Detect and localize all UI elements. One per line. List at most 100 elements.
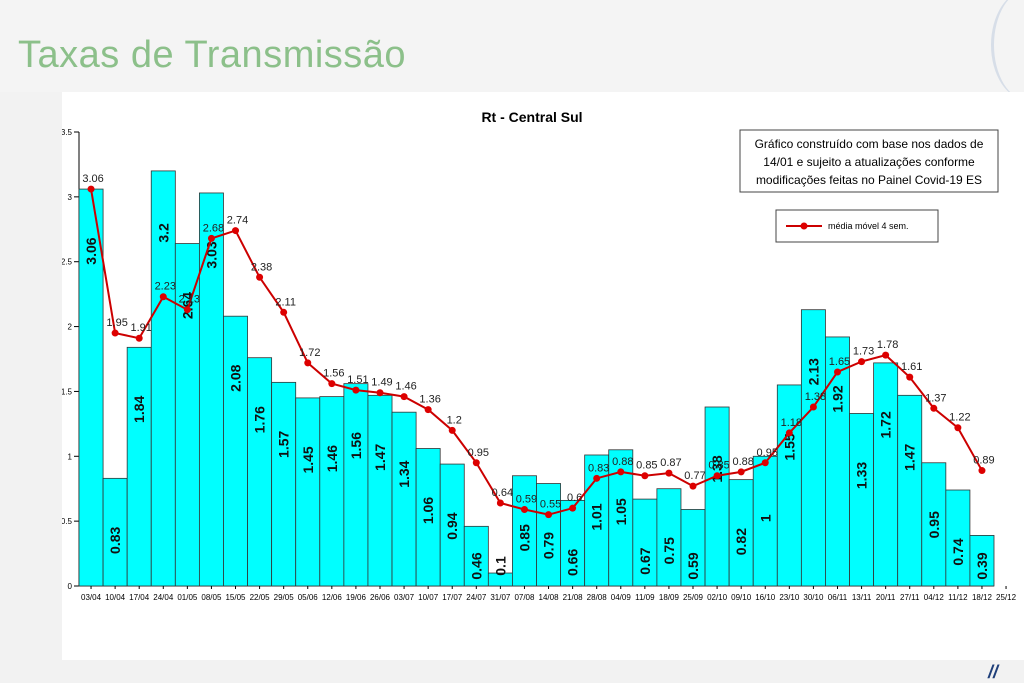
moving-average-label: 2.74 <box>227 215 248 227</box>
x-tick-label: 25/09 <box>683 593 704 602</box>
bar-value-label: 3.2 <box>155 223 171 243</box>
bar <box>271 381 297 587</box>
x-tick-label: 18/09 <box>659 593 680 602</box>
bar <box>776 384 802 587</box>
bar <box>873 362 899 587</box>
moving-average-point <box>207 234 215 242</box>
moving-average-label: 1.51 <box>347 374 368 386</box>
moving-average-point <box>472 459 480 467</box>
bar-value-label: 0.94 <box>444 512 460 539</box>
bar-value-label: 0.46 <box>468 552 484 579</box>
x-tick-label: 27/11 <box>900 593 920 602</box>
moving-average-label: 1.49 <box>371 377 392 389</box>
moving-average-point <box>761 459 769 467</box>
bar-value-label: 1.33 <box>854 462 870 489</box>
x-tick-label: 21/08 <box>563 593 584 602</box>
x-tick-label: 03/07 <box>394 593 415 602</box>
moving-average-point <box>617 468 625 476</box>
x-tick-label: 17/07 <box>442 593 463 602</box>
y-tick-label: 2.5 <box>62 258 73 267</box>
bar <box>78 188 104 587</box>
bar <box>704 406 730 587</box>
moving-average-label: 0.88 <box>612 456 633 468</box>
bar-value-label: 1.57 <box>276 431 292 458</box>
x-tick-label: 24/07 <box>466 593 487 602</box>
moving-average-label: 1.36 <box>419 394 440 406</box>
x-tick-label: 25/12 <box>996 593 1017 602</box>
moving-average-label: 2.38 <box>251 261 272 273</box>
slide-footer-band <box>0 660 1024 683</box>
bar-value-label: 1.55 <box>781 433 797 460</box>
note-line-2: 14/01 e sujeito a atualizações conforme <box>763 155 975 169</box>
moving-average-label: 2.13 <box>179 294 200 306</box>
moving-average-point <box>183 306 191 314</box>
moving-average-point <box>906 373 914 381</box>
moving-average-point <box>111 329 119 337</box>
bar-value-label: 0.74 <box>950 538 966 565</box>
bar <box>632 498 658 587</box>
bar <box>560 499 586 587</box>
bar-value-label: 0.95 <box>926 511 942 538</box>
y-tick-label: 3.5 <box>62 128 73 137</box>
bar <box>656 488 682 587</box>
moving-average-label: 3.06 <box>82 173 103 185</box>
bar <box>126 346 152 587</box>
x-tick-label: 18/12 <box>972 593 993 602</box>
moving-average-label: 1.46 <box>395 381 416 393</box>
bar <box>680 509 706 587</box>
moving-average-point <box>304 359 312 367</box>
bar-value-label: 1.92 <box>829 385 845 412</box>
moving-average-label: 0.59 <box>516 493 537 505</box>
bar-value-label: 1.45 <box>300 446 316 473</box>
moving-average-point <box>737 468 745 476</box>
bar-value-label: 1.72 <box>878 411 894 438</box>
bar-value-label: 0.82 <box>733 528 749 555</box>
moving-average-label: 0.88 <box>732 456 753 468</box>
bar <box>969 535 995 587</box>
moving-average-label: 1.38 <box>805 391 826 403</box>
bar <box>849 413 875 587</box>
bar-value-label: 0.39 <box>974 552 990 579</box>
x-tick-label: 24/04 <box>153 593 174 602</box>
moving-average-label: 0.77 <box>684 470 705 482</box>
note-box: Gráfico construído com base nos dados de… <box>739 129 999 193</box>
bar-value-label: 0.75 <box>661 537 677 564</box>
bar <box>367 394 393 587</box>
bar-value-label: 0.1 <box>492 556 508 576</box>
moving-average-label: 1.91 <box>130 322 151 334</box>
moving-average-point <box>135 334 143 342</box>
bar <box>150 170 176 587</box>
moving-average-label: 2.23 <box>155 281 176 293</box>
x-tick-label: 12/06 <box>322 593 343 602</box>
moving-average-label: 1.65 <box>829 356 850 368</box>
moving-average-point <box>713 472 721 480</box>
y-tick-label: 0 <box>68 582 73 591</box>
moving-average-point <box>496 499 504 507</box>
moving-average-label: 1.78 <box>877 339 898 351</box>
x-tick-label: 31/07 <box>490 593 511 602</box>
bar <box>102 477 128 587</box>
moving-average-point <box>833 368 841 376</box>
moving-average-point <box>424 406 432 414</box>
moving-average-label: 0.64 <box>492 487 513 499</box>
legend-frame <box>775 209 939 243</box>
moving-average-line <box>90 188 983 516</box>
moving-average-point <box>809 403 817 411</box>
bar-value-label: 0.83 <box>107 527 123 554</box>
y-tick-label: 0.5 <box>62 517 73 526</box>
x-tick-label: 07/08 <box>514 593 535 602</box>
moving-average-point <box>665 469 673 477</box>
legend-label: média móvel 4 sem. <box>828 221 909 231</box>
bar <box>223 315 248 587</box>
moving-average-point <box>352 386 360 394</box>
moving-average-point <box>569 504 577 512</box>
decorative-arc <box>991 0 1024 100</box>
x-tick-label: 11/09 <box>635 593 655 602</box>
bar <box>800 309 826 587</box>
moving-average-point <box>593 474 601 482</box>
moving-average-point <box>87 185 95 193</box>
bar <box>391 411 417 587</box>
moving-average-label: 0.55 <box>540 499 561 511</box>
x-tick-label: 02/10 <box>707 593 728 602</box>
moving-average-label: 0.95 <box>757 447 778 459</box>
